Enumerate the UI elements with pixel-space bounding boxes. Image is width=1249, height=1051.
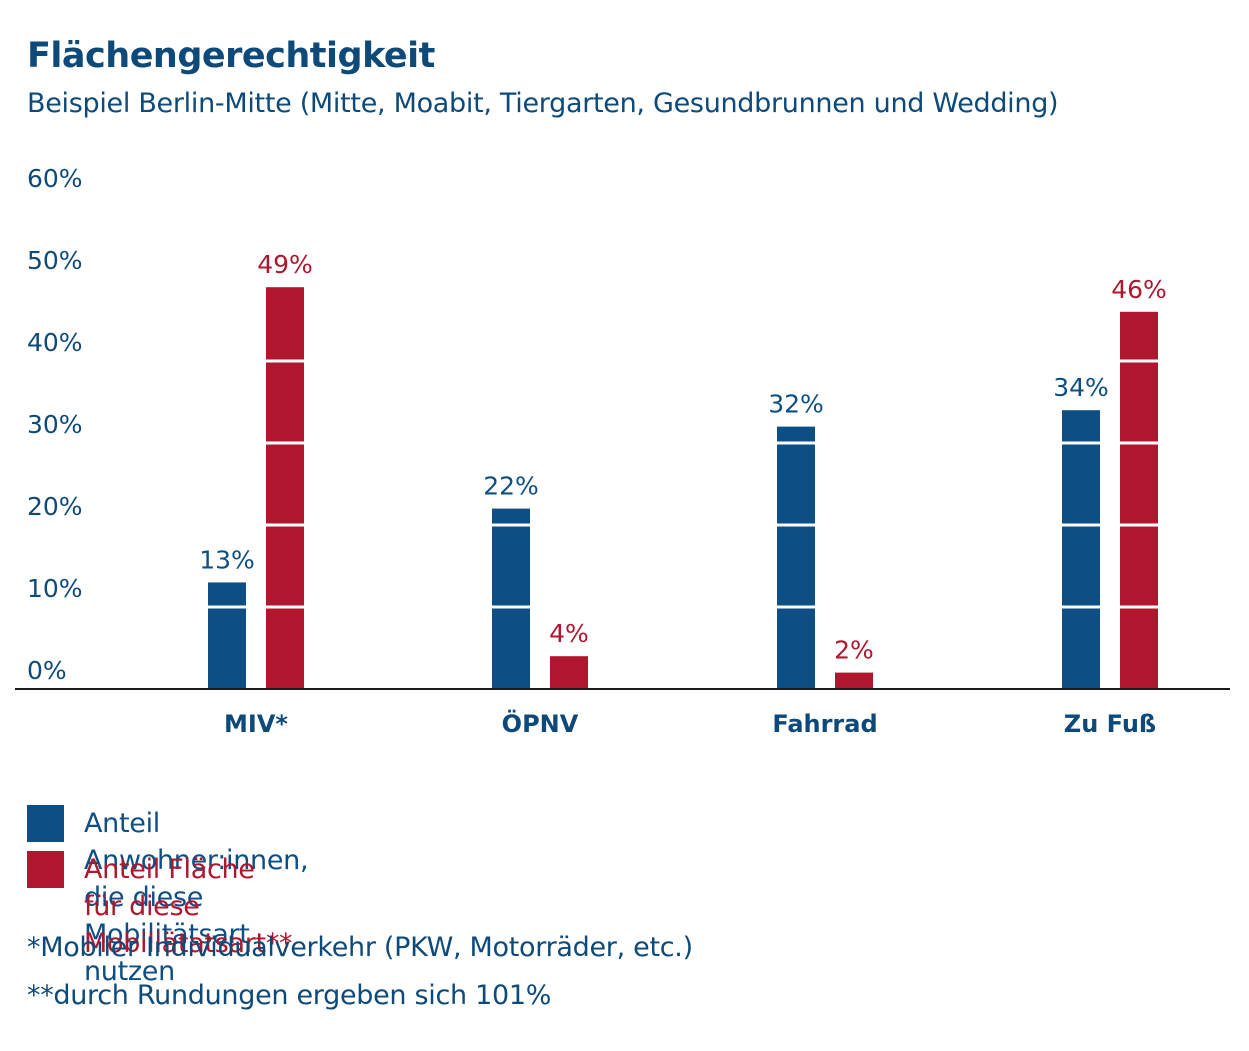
y-tick-label: 50% <box>27 246 83 275</box>
chart-title: Flächengerechtigkeit <box>27 36 435 76</box>
x-tick-label: Fahrrad <box>772 710 877 738</box>
y-tick-label: 10% <box>27 574 83 603</box>
data-label-residents-3: 34% <box>1053 373 1109 402</box>
x-tick-label: Zu Fuß <box>1064 710 1156 738</box>
x-tick-label: ÖPNV <box>502 708 579 738</box>
data-label-area-3: 46% <box>1111 275 1167 304</box>
bar-area-1 <box>550 656 588 689</box>
data-label-area-2: 2% <box>834 636 874 665</box>
y-tick-label: 30% <box>27 410 83 439</box>
y-tick-label: 20% <box>27 492 83 521</box>
legend-label-area: Anteil Fläche für diese Mobiliätatsart** <box>84 854 293 959</box>
bar-residents-3 <box>1062 410 1100 689</box>
data-label-area-0: 49% <box>257 250 313 279</box>
bar-residents-2 <box>777 426 815 689</box>
y-tick-label: 0% <box>27 656 67 685</box>
footnote-rounding: **durch Rundungen ergeben sich 101% <box>27 980 552 1011</box>
legend-label-residents: Anteil Anwohner:innen, die diese Mobilit… <box>84 808 309 987</box>
bar-area-0 <box>266 287 304 689</box>
data-label-residents-2: 32% <box>768 390 824 419</box>
data-label-residents-1: 22% <box>483 472 539 501</box>
data-label-residents-0: 13% <box>199 545 255 574</box>
bar-area-2 <box>835 672 873 689</box>
footnote-miv: *Mobiler Individualverkehr (PKW, Motorrä… <box>27 932 693 963</box>
bar-area-3 <box>1120 311 1158 689</box>
legend-swatch-area <box>27 851 64 888</box>
y-tick-label: 60% <box>27 164 83 193</box>
y-tick-label: 40% <box>27 328 83 357</box>
data-label-area-1: 4% <box>549 619 589 648</box>
legend-swatch-residents <box>27 805 64 842</box>
x-tick-label: MIV* <box>224 710 288 738</box>
bar-residents-1 <box>492 508 530 689</box>
chart-subtitle: Beispiel Berlin-Mitte (Mitte, Moabit, Ti… <box>27 88 1059 119</box>
bar-residents-0 <box>208 582 246 689</box>
